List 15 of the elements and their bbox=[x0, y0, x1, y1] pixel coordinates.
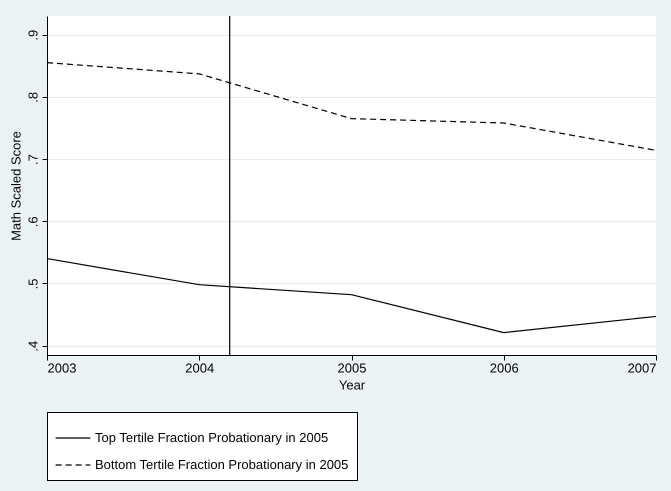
x-axis-title: Year bbox=[338, 378, 366, 392]
y-tick-label: .5 bbox=[26, 278, 40, 290]
legend-label: Bottom Tertile Fraction Probationary in 2005 bbox=[95, 457, 348, 472]
y-tick-label: .8 bbox=[26, 92, 40, 103]
x-tick-label: 2007 bbox=[628, 360, 656, 376]
legend-label: Top Tertile Fraction Probationary in 2005 bbox=[95, 430, 328, 445]
x-tick-label: 2005 bbox=[338, 360, 366, 376]
x-tick-label: 2003 bbox=[48, 360, 76, 376]
y-tick-label: .4 bbox=[26, 340, 40, 352]
y-tick-label: .9 bbox=[26, 30, 40, 41]
x-tick-label: 2004 bbox=[185, 360, 214, 376]
y-tick-label: .6 bbox=[26, 216, 40, 228]
y-axis-title: Math Scaled Score bbox=[8, 131, 24, 241]
x-tick-label: 2006 bbox=[490, 360, 519, 376]
y-tick-label: .7 bbox=[26, 154, 40, 165]
